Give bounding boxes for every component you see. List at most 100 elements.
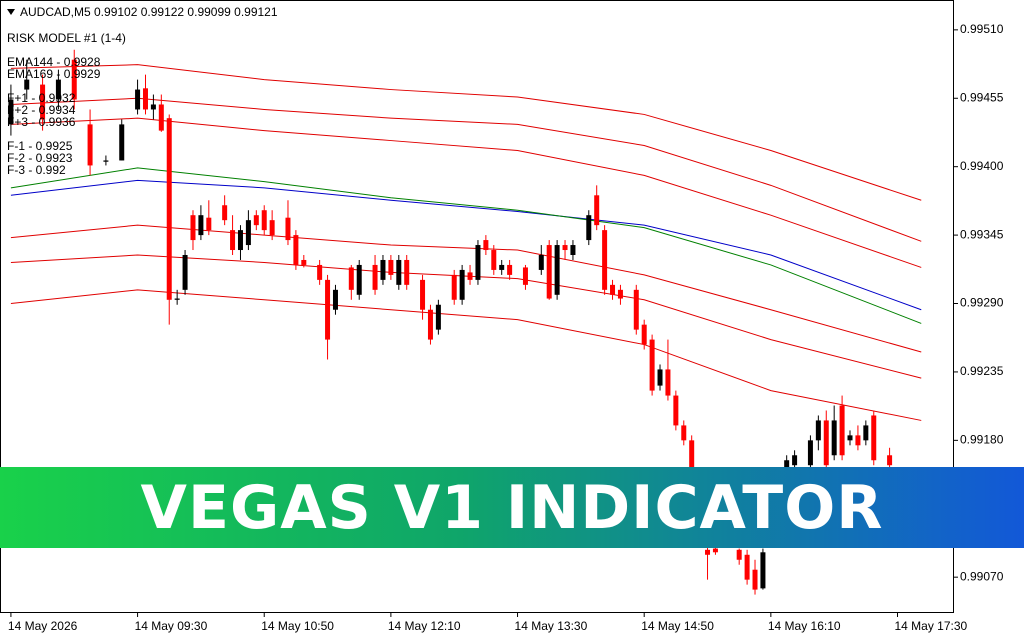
candle-body <box>269 220 275 236</box>
candle-body <box>261 210 267 231</box>
candle-body <box>807 440 813 466</box>
candle-body <box>71 59 77 100</box>
candle-body <box>712 548 718 553</box>
banner-title: VEGAS V1 INDICATOR <box>140 472 884 543</box>
info-line: F+3 - 0.9936 <box>7 115 76 129</box>
candle-body <box>388 259 394 275</box>
candle-body <box>586 215 592 241</box>
candle-body <box>570 245 576 255</box>
x-tick-label: 14 May 09:30 <box>135 619 208 633</box>
candle-body <box>150 104 156 110</box>
x-tick-label: 14 May 16:10 <box>768 619 841 633</box>
candle-body <box>222 205 228 221</box>
candle-body <box>404 259 410 285</box>
candle-body <box>317 264 323 280</box>
candle-body <box>293 235 299 265</box>
candle-body <box>40 84 46 120</box>
x-tick-label: 14 May 10:50 <box>261 619 334 633</box>
candle-body <box>142 88 148 110</box>
candle-body <box>871 415 877 461</box>
candle-body <box>681 425 687 441</box>
info-line: EMA144 - 0.9928 <box>7 55 101 69</box>
candle-body <box>633 289 639 330</box>
candle-body <box>815 420 821 441</box>
marks <box>8 49 922 595</box>
candle-body <box>855 435 861 446</box>
candle-body <box>649 339 655 391</box>
candle-body <box>372 264 378 290</box>
candle-body <box>863 425 869 441</box>
candle-body <box>451 274 457 300</box>
y-tick-label: 0.99455 <box>960 90 1004 104</box>
candle-body <box>237 230 243 251</box>
candle-body <box>641 324 647 345</box>
candle-body <box>420 279 426 310</box>
x-tick-label: 14 May 13:30 <box>515 619 588 633</box>
candle-body <box>24 79 30 90</box>
candle-body <box>103 160 109 162</box>
indicator-line <box>10 167 922 324</box>
candle-body <box>435 304 441 330</box>
info-line: EMA169 - 0.9929 <box>7 67 101 81</box>
candle-body <box>839 405 845 456</box>
candle-body <box>546 245 552 299</box>
y-tick-label: 0.99290 <box>960 296 1004 310</box>
candle-body <box>792 455 798 466</box>
collapse-icon <box>7 9 15 15</box>
indicator-line <box>10 64 922 201</box>
candle-body <box>182 255 188 290</box>
indicator-line <box>10 224 922 353</box>
candle-body <box>475 245 481 280</box>
candle-body <box>507 264 513 275</box>
candle-body <box>823 420 829 466</box>
candle-body <box>887 455 893 466</box>
candle-body <box>245 220 251 246</box>
y-tick-label: 0.99235 <box>960 364 1004 378</box>
candle-body <box>562 245 568 251</box>
candle-body <box>459 269 465 300</box>
candle-body <box>87 124 93 166</box>
info-line: F-3 - 0.992 <box>7 163 66 177</box>
candle-body <box>135 89 141 110</box>
candle-body <box>8 99 14 125</box>
candle-body <box>784 460 790 471</box>
candle-body <box>744 554 750 580</box>
candle-body <box>332 289 338 310</box>
indicator-line <box>10 117 922 268</box>
x-tick-label: 14 May 2026 <box>8 619 78 633</box>
indicator-line <box>10 179 922 311</box>
y-tick-label: 0.99345 <box>960 227 1004 241</box>
y-tick-label: 0.99510 <box>960 22 1004 36</box>
candle-body <box>602 230 608 290</box>
y-tick-label: 0.99070 <box>960 569 1004 583</box>
candle-body <box>348 267 354 290</box>
candle-body <box>356 264 362 295</box>
info-line: F-2 - 0.9923 <box>7 151 73 165</box>
candle-body <box>198 215 204 236</box>
candle-body <box>610 284 616 295</box>
candle-body <box>301 259 307 265</box>
candle-body <box>665 369 671 396</box>
candle-body <box>617 289 623 299</box>
candle-body <box>119 124 125 161</box>
candle-body <box>396 259 402 285</box>
candle-body <box>158 104 164 131</box>
info-line: F-1 - 0.9925 <box>7 139 73 153</box>
candle-body <box>174 298 180 300</box>
symbol-header: AUDCAD,M5 0.99102 0.99122 0.99099 0.9912… <box>20 5 278 19</box>
info-line: F+2 - 0.9934 <box>7 103 76 117</box>
candle-body <box>736 549 742 560</box>
candle-body <box>752 569 758 590</box>
x-tick-label: 14 May 12:10 <box>388 619 461 633</box>
candle-body <box>325 279 331 340</box>
banner: VEGAS V1 INDICATOR <box>0 467 1024 548</box>
candle-body <box>491 250 497 270</box>
candle-body <box>689 440 695 471</box>
candle-body <box>657 369 663 386</box>
candle-body <box>831 420 837 456</box>
candle-body <box>206 217 212 231</box>
candle-body <box>554 245 560 295</box>
candle-body <box>522 267 528 285</box>
